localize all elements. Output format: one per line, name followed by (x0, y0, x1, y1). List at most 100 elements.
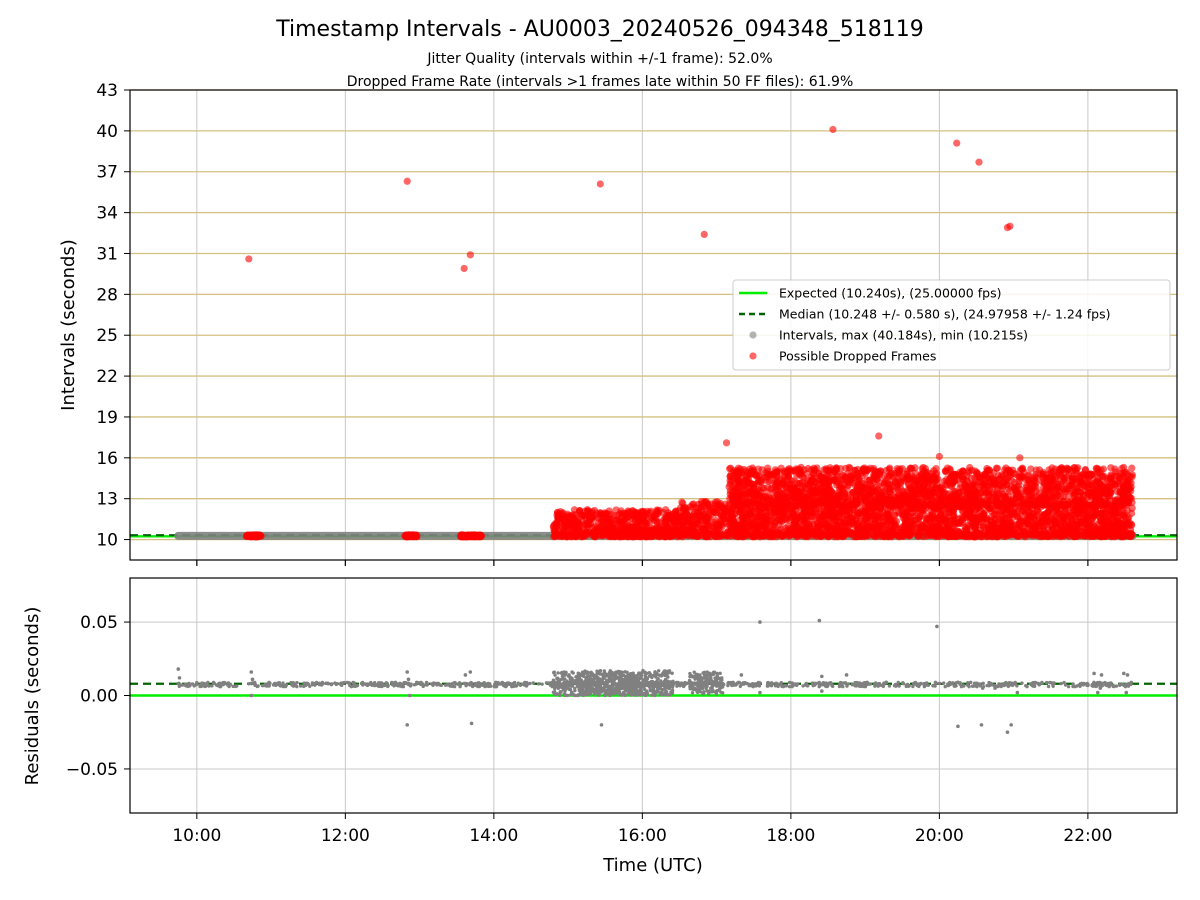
dropped-frame-point (676, 532, 684, 540)
dropped-frame-point (693, 531, 701, 539)
dropped-frame-point (939, 485, 947, 493)
dropped-frame-point (826, 513, 834, 521)
dropped-frame-point (917, 529, 925, 537)
dropped-frame-point (729, 475, 737, 483)
dropped-frame-point (904, 524, 912, 532)
dropped-frame-point (853, 533, 861, 541)
dropped-frame-point (942, 468, 950, 476)
dropped-frame-point (777, 509, 786, 517)
dropped-frame-point (732, 526, 740, 534)
dropped-frame-point (847, 529, 855, 537)
dropped-frame-point (653, 518, 661, 526)
dropped-frame-point (842, 464, 850, 472)
dropped-frame-point (1044, 530, 1052, 539)
dropped-frame-point (959, 514, 967, 522)
dropped-frame-point (662, 532, 670, 541)
dropped-frame-point (880, 479, 888, 487)
dropped-frame-point (988, 500, 996, 508)
dropped-frame-point (686, 518, 695, 526)
dropped-frame-point (668, 521, 676, 530)
dropped-frame-point (992, 478, 1000, 486)
dropped-frame-point (1114, 517, 1122, 525)
dropped-frame-point (678, 518, 686, 526)
dropped-frame-point (740, 516, 748, 524)
dropped-frame-point (971, 467, 979, 475)
dropped-frame-point (886, 487, 894, 495)
dropped-frame-point (1008, 477, 1016, 485)
dropped-frame-point (1119, 483, 1127, 492)
dropped-frame-point (1002, 468, 1010, 476)
dropped-frame-point (895, 491, 903, 499)
dropped-frame-point (550, 533, 558, 541)
dropped-frame-point (705, 506, 713, 514)
top-points (174, 125, 1137, 541)
dropped-frame-point (1110, 528, 1118, 537)
dropped-frame-point (750, 531, 759, 540)
dropped-frame-point (664, 511, 673, 520)
dropped-frame-point (838, 522, 846, 531)
dropped-frame-point (904, 508, 912, 516)
dropped-frame-point (803, 513, 811, 521)
dropped-frame-point (972, 511, 981, 519)
dropped-frame-point (728, 488, 736, 496)
dropped-frame-point (821, 490, 829, 498)
dropped-frame-point (1030, 514, 1038, 522)
dropped-frame-point (703, 529, 712, 537)
dropped-frame-point (817, 510, 825, 518)
dropped-frame-point (1125, 532, 1133, 540)
dropped-frame-point (1013, 495, 1021, 503)
dropped-frame-point (956, 500, 964, 508)
dropped-frame-point (764, 464, 772, 472)
dropped-frame-point (847, 475, 855, 484)
dropped-frame-point (748, 491, 757, 499)
dropped-frame-point (1021, 490, 1029, 498)
dropped-frame-point (705, 514, 713, 522)
dropped-frame-point (867, 500, 876, 509)
dropped-frame-point (1031, 522, 1039, 530)
dropped-frame-point (1058, 522, 1066, 531)
dropped-frame-point (995, 499, 1003, 507)
dropped-frame-point (631, 508, 639, 516)
dropped-frame-point (1066, 521, 1074, 529)
dropped-frame-point (973, 529, 981, 537)
dropped-frame-point (679, 511, 688, 519)
dropped-frame-point (853, 522, 861, 530)
dropped-frame-point (568, 513, 576, 521)
dropped-frame-point (763, 519, 771, 527)
dropped-frame-point (895, 533, 903, 541)
dropped-frame-point (1057, 482, 1066, 491)
dropped-frame-point (963, 532, 971, 541)
dropped-frame-point (591, 533, 600, 541)
dropped-frame-point (1068, 480, 1076, 489)
dropped-frame-point (980, 500, 988, 508)
dropped-frame-point (641, 512, 649, 520)
dropped-frame-point (616, 533, 624, 541)
dropped-frame-point (928, 511, 936, 520)
dropped-frame-point (932, 483, 940, 491)
dropped-frame-point (835, 531, 843, 539)
dropped-frame-point (1044, 477, 1053, 485)
dropped-frame-point (584, 507, 592, 515)
dropped-frame-point (785, 464, 794, 473)
dropped-frame-point (911, 478, 920, 486)
dropped-frame-point (1036, 470, 1045, 478)
dropped-frame-point (1052, 494, 1060, 502)
dropped-frame-point (984, 475, 992, 483)
dropped-frame-point (688, 500, 696, 509)
dropped-frame-point (909, 489, 917, 497)
dropped-frame-point (574, 517, 582, 526)
dropped-frame-point (951, 521, 959, 529)
dropped-frame-point (679, 499, 687, 507)
subtitle-line-dropped: Dropped Frame Rate (intervals >1 frames … (347, 74, 854, 90)
dropped-frame-point (968, 499, 976, 508)
dropped-frame-point (854, 465, 862, 474)
dropped-frame-point (755, 491, 764, 500)
dropped-frame-point (844, 522, 852, 530)
dropped-frame-point (605, 507, 613, 515)
dropped-frame-point (983, 516, 991, 524)
dropped-frame-point (933, 520, 941, 528)
dropped-frame-point (593, 524, 601, 532)
dropped-frame-point (1074, 477, 1082, 486)
dropped-frame-point (1004, 525, 1012, 533)
